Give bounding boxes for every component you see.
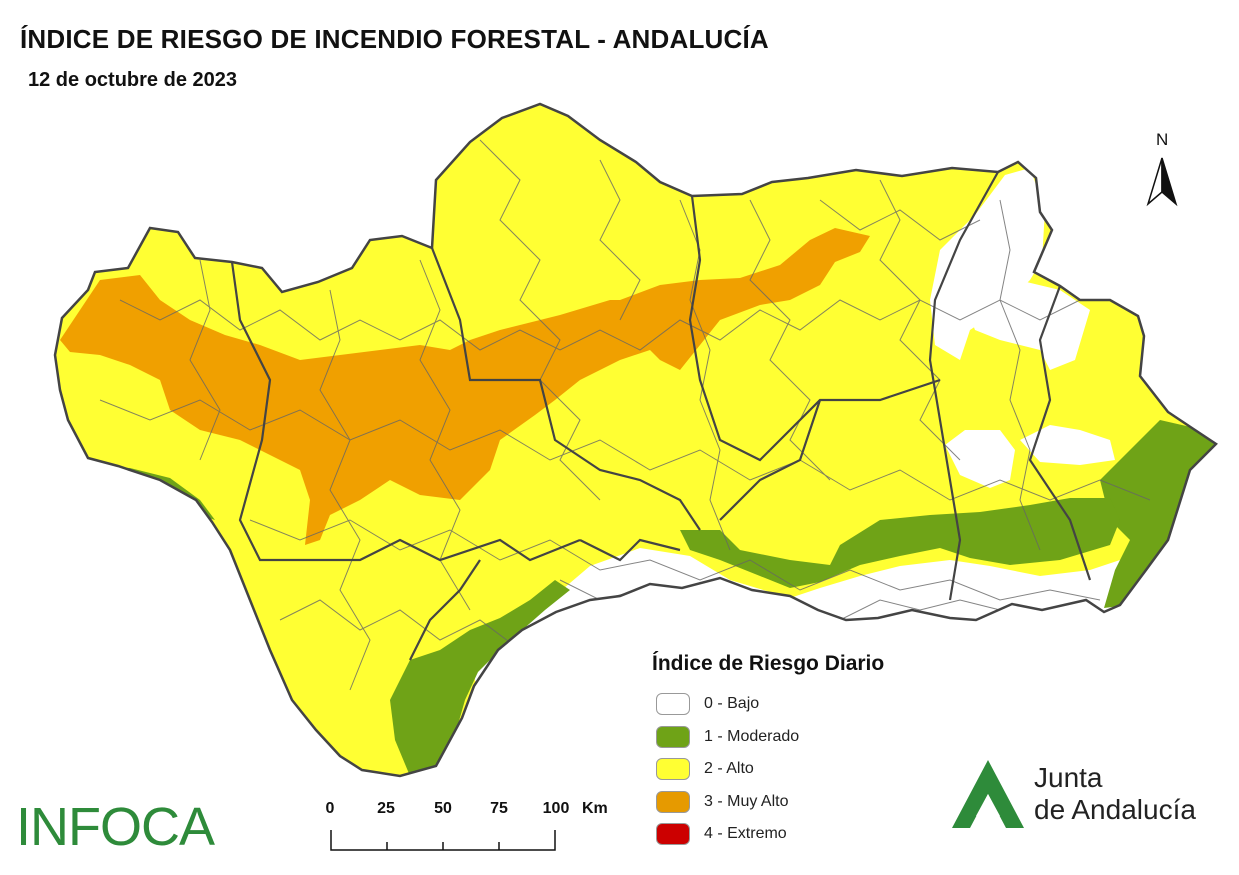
legend: Índice de Riesgo Diario 0 - Bajo 1 - Mod… bbox=[652, 652, 884, 851]
risk-zone-bajo-east-interior bbox=[960, 278, 1090, 370]
legend-label: 3 - Muy Alto bbox=[704, 792, 789, 810]
legend-item-alto: 2 - Alto bbox=[652, 753, 884, 786]
legend-swatch bbox=[656, 758, 690, 781]
legend-label: 2 - Alto bbox=[704, 760, 754, 778]
infoca-logo: INFOCA bbox=[16, 797, 215, 857]
legend-label: 4 - Extremo bbox=[704, 825, 787, 843]
scale-tick-label: 75 bbox=[490, 800, 508, 817]
junta-andalucia-logo-icon bbox=[952, 760, 1024, 828]
legend-label: 0 - Bajo bbox=[704, 695, 760, 713]
scale-tick-label: 25 bbox=[377, 800, 395, 817]
risk-zone-moderado-campo-gibraltar bbox=[390, 580, 570, 776]
risk-zone-bajo-northeast bbox=[930, 168, 1045, 360]
junta-andalucia-logo-text: Junta de Andalucía bbox=[1034, 762, 1196, 826]
legend-swatch bbox=[656, 725, 690, 748]
north-arrow-icon bbox=[1146, 157, 1178, 207]
legend-item-moderado: 1 - Moderado bbox=[652, 721, 884, 754]
risk-zone-bajo-baza bbox=[945, 430, 1015, 488]
risk-zone-muy-alto-sierra-morena-east bbox=[620, 228, 870, 370]
risk-zone-bajo-almeria-interior bbox=[1020, 425, 1115, 465]
legend-item-muy-alto: 3 - Muy Alto bbox=[652, 786, 884, 819]
risk-zone-moderado-granada-coast bbox=[680, 498, 1120, 588]
provincial-borders bbox=[230, 171, 1092, 661]
scale-tick-label: 100 bbox=[542, 800, 570, 817]
risk-zone-muy-alto-sierra-morena-west bbox=[60, 275, 660, 545]
scale-tick-label: 50 bbox=[434, 800, 452, 817]
scale-bar: 0 25 50 75 100 Km bbox=[318, 800, 618, 860]
junta-line1: Junta bbox=[1034, 762, 1103, 793]
legend-swatch bbox=[656, 693, 690, 716]
legend-title: Índice de Riesgo Diario bbox=[652, 652, 885, 675]
map-title: ÍNDICE DE RIESGO DE INCENDIO FORESTAL - … bbox=[20, 24, 769, 54]
legend-label: 1 - Moderado bbox=[704, 727, 800, 745]
legend-item-extremo: 4 - Extremo bbox=[652, 818, 884, 851]
north-label: N bbox=[1156, 130, 1169, 149]
junta-line2: de Andalucía bbox=[1034, 794, 1196, 825]
legend-swatch bbox=[656, 823, 690, 846]
legend-item-bajo: 0 - Bajo bbox=[652, 688, 884, 721]
risk-zone-moderado-almeria-coast bbox=[1100, 420, 1215, 608]
legend-swatch bbox=[656, 790, 690, 813]
scale-tick-label: 0 bbox=[325, 800, 335, 817]
scale-unit: Km bbox=[582, 800, 608, 817]
map-date: 12 de octubre de 2023 bbox=[28, 69, 237, 91]
scale-bar-graphic bbox=[330, 830, 556, 851]
